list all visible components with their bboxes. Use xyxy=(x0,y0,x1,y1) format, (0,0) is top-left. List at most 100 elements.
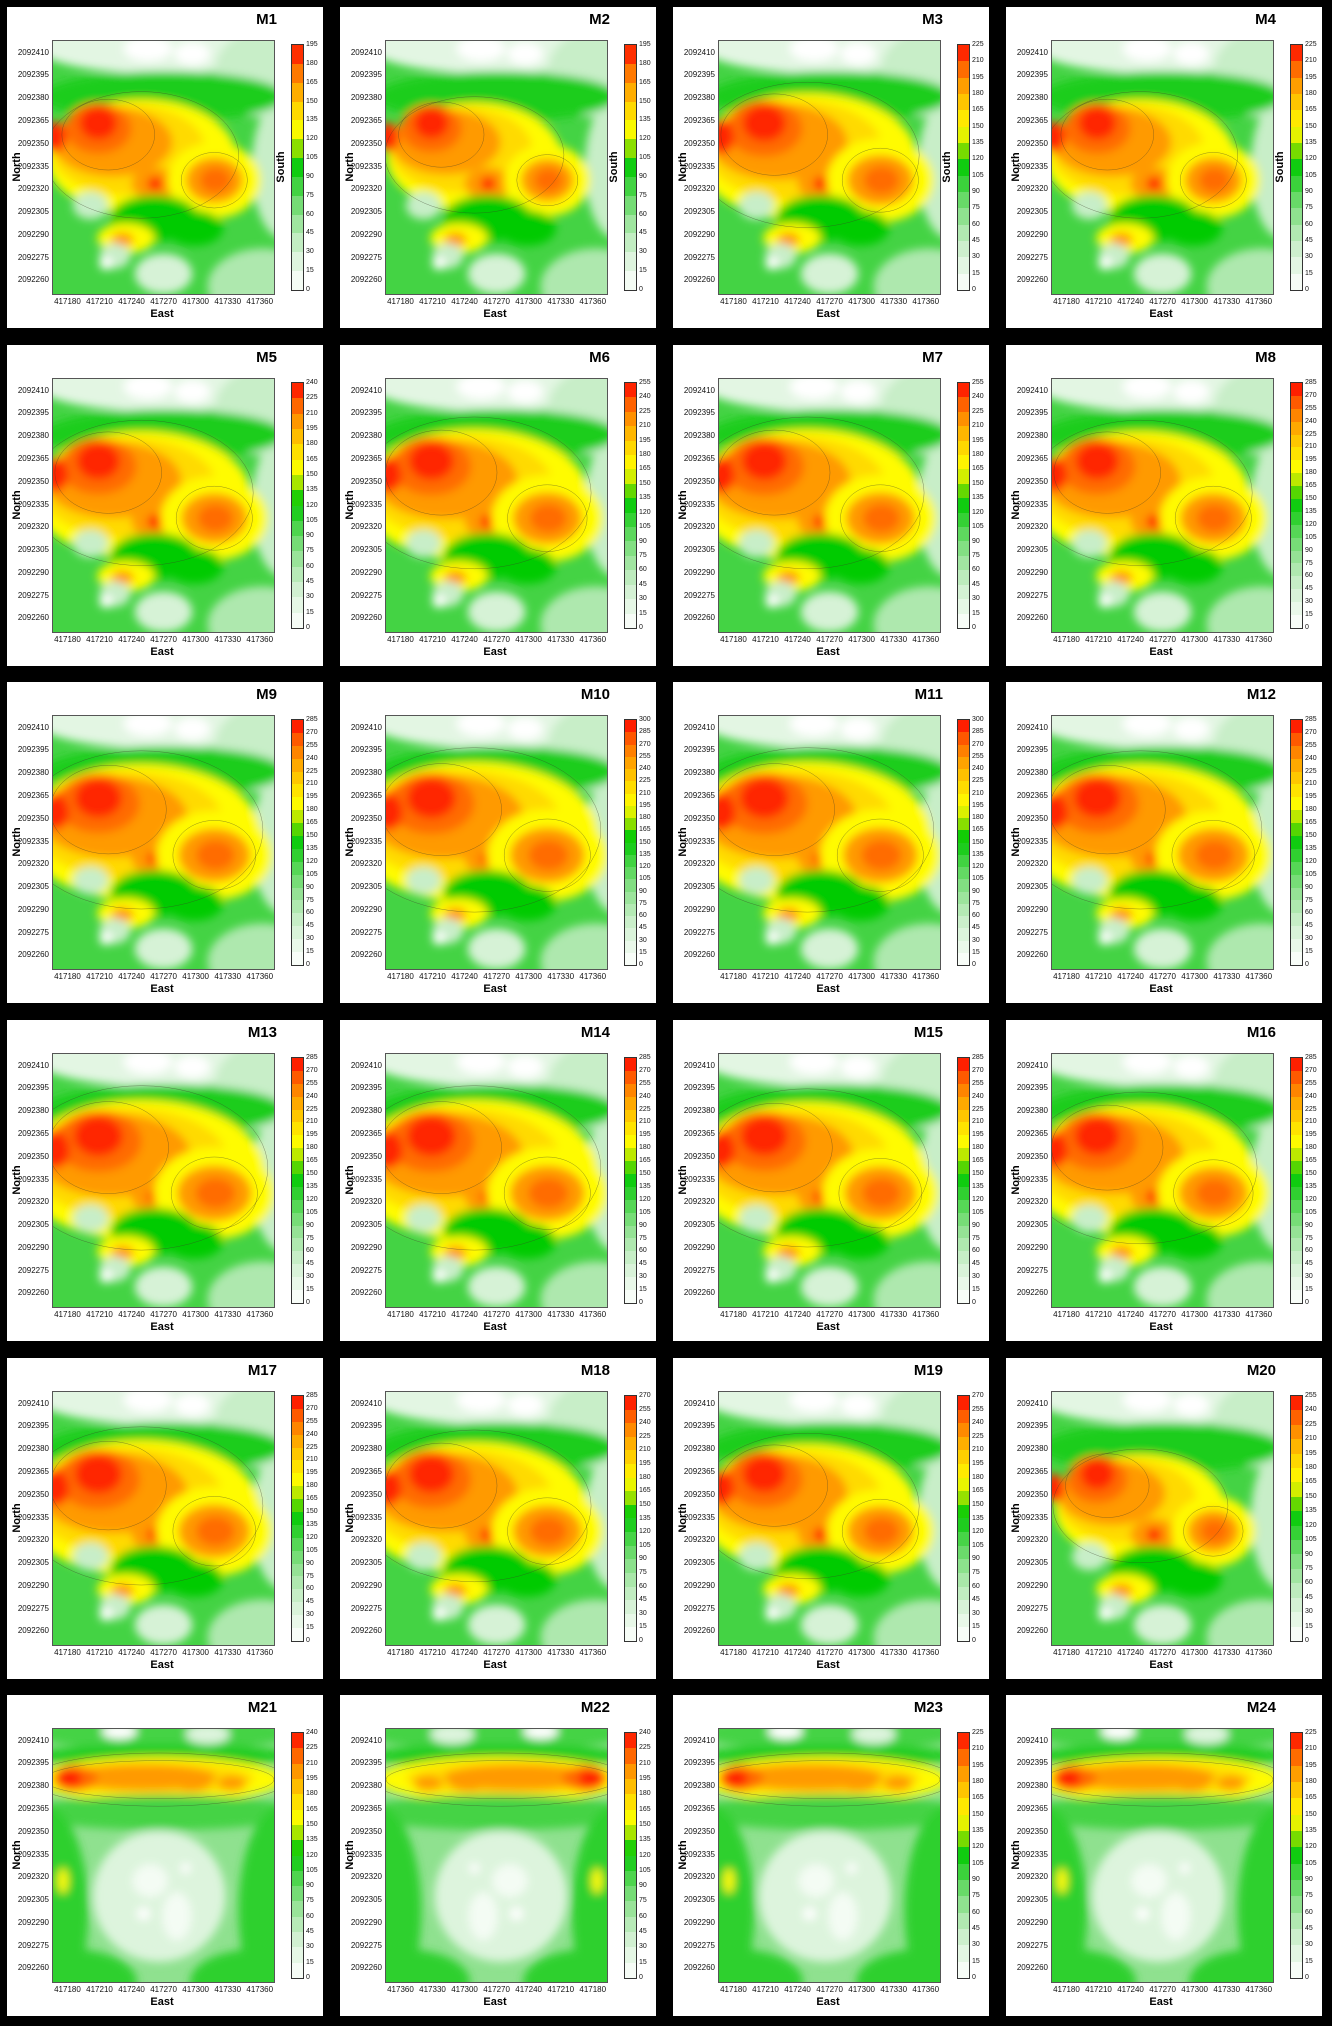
contour-line xyxy=(841,1498,919,1564)
colorbar-segment xyxy=(625,1238,636,1252)
colorbar-segment xyxy=(292,1537,303,1551)
plot-area xyxy=(385,1053,608,1308)
colorbar-segment xyxy=(292,823,303,837)
colorbar-segment xyxy=(1291,1912,1302,1929)
y-tick-label: 2092335 xyxy=(17,1512,49,1522)
x-tick-label: 417360 xyxy=(579,972,607,981)
colorbar-segment xyxy=(292,1070,303,1084)
colorbar-tick-label: 45 xyxy=(972,580,980,588)
colorbar-segment xyxy=(1291,1199,1302,1213)
colorbar-tick-label: 225 xyxy=(306,1744,318,1752)
y-tick-label: 2092350 xyxy=(683,1489,715,1499)
colorbar-tick-label: 180 xyxy=(306,440,318,448)
colorbar-tick-label: 180 xyxy=(306,59,318,67)
y-tick-label: 2092380 xyxy=(17,1106,49,1116)
y-tick-label: 2092335 xyxy=(1016,1512,1048,1522)
colorbar xyxy=(291,1395,304,1642)
y-tick-label: 2092395 xyxy=(683,408,715,418)
y-tick-label: 2092305 xyxy=(683,1895,715,1905)
colorbar-segment xyxy=(958,732,969,745)
y-tick-label: 2092335 xyxy=(350,1174,382,1184)
x-tick-label: 417300 xyxy=(848,1985,875,1994)
colorbar-tick-label: 240 xyxy=(972,1092,984,1100)
colorbar-segment xyxy=(958,555,969,571)
colorbar-segment xyxy=(625,1901,636,1917)
y-tick-label: 2092290 xyxy=(683,229,715,239)
y-tick-label: 2092290 xyxy=(350,904,382,914)
colorbar-tick-label: 255 xyxy=(306,741,318,749)
colorbar-segment xyxy=(292,1161,303,1175)
y-tick-label: 2092305 xyxy=(17,207,49,217)
colorbar-segment xyxy=(292,810,303,824)
colorbar-tick-label: 210 xyxy=(1305,57,1317,65)
plot-area xyxy=(52,715,275,970)
colorbar-tick-label: 105 xyxy=(1305,1208,1317,1216)
y-tick-label: 2092350 xyxy=(350,1826,382,1836)
colorbar-segment xyxy=(958,483,969,499)
colorbar-tick-label: 210 xyxy=(1305,443,1317,451)
colorbar-tick-label: 15 xyxy=(306,1624,314,1632)
colorbar-segment xyxy=(958,1765,969,1782)
colorbar-tick-label: 210 xyxy=(1305,1118,1317,1126)
x-tick-label: 417360 xyxy=(1245,1310,1273,1319)
colorbar-segment xyxy=(1291,1410,1302,1425)
colorbar-segment xyxy=(958,1186,969,1200)
x-tick-label: 417210 xyxy=(86,1648,113,1657)
y-tick-label: 2092410 xyxy=(17,47,49,57)
contour-panel: M6 North East 2092410 2092395 2092380 20923… xyxy=(340,345,656,666)
y-tick-label: 2092320 xyxy=(683,1197,715,1207)
panel-title: M11 xyxy=(914,686,943,703)
y-tick-label: 2092395 xyxy=(1016,408,1048,418)
colorbar-tick-label: 150 xyxy=(972,479,984,487)
colorbar-segment xyxy=(625,101,636,121)
colorbar-segment xyxy=(958,1161,969,1175)
contour-line xyxy=(503,1156,591,1230)
x-tick-label: 417270 xyxy=(816,1648,843,1657)
y-tick-label: 2092395 xyxy=(1016,1083,1048,1093)
x-tick-label: 417210 xyxy=(752,1985,779,1994)
colorbar-tick-label: 105 xyxy=(639,1208,651,1216)
colorbar-tick-label: 120 xyxy=(972,1528,984,1536)
colorbar-tick-label: 210 xyxy=(306,780,318,788)
x-tick-label: 417210 xyxy=(1085,1648,1112,1657)
y-tick-label: 2092320 xyxy=(1016,1535,1048,1545)
colorbar-segment xyxy=(292,1550,303,1564)
x-tick-label: 417360 xyxy=(1245,297,1273,306)
y-tick-label: 2092275 xyxy=(17,927,49,937)
colorbar-tick-label: 90 xyxy=(1305,546,1313,554)
colorbar-segment xyxy=(292,490,303,506)
colorbar-tick-label: 45 xyxy=(639,229,647,237)
colorbar-tick-label: 75 xyxy=(972,204,980,212)
colorbar-tick-label: 90 xyxy=(306,1559,314,1567)
colorbar-segment xyxy=(625,1947,636,1963)
colorbar-tick-label: 45 xyxy=(1305,1593,1313,1601)
colorbar-segment xyxy=(292,597,303,613)
colorbar-tick-label: 120 xyxy=(1305,1521,1317,1529)
colorbar xyxy=(291,1057,304,1304)
colorbar-tick-label: 270 xyxy=(1305,728,1317,736)
x-tick-label: 417330 xyxy=(547,635,575,644)
colorbar-tick-label: 195 xyxy=(1305,456,1317,464)
colorbar-segment xyxy=(625,1477,636,1492)
y-tick-label: 2092260 xyxy=(683,275,715,285)
colorbar-segment xyxy=(1291,1290,1302,1303)
y-tick-label: 2092350 xyxy=(350,813,382,823)
colorbar-tick-label: 195 xyxy=(306,793,318,801)
colorbar-segment xyxy=(1291,732,1302,746)
colorbar-tick-label: 195 xyxy=(639,436,651,444)
colorbar-tick-label: 210 xyxy=(972,57,984,65)
y-tick-label: 2092410 xyxy=(1016,1398,1048,1408)
y-tick-label: 2092380 xyxy=(683,1781,715,1791)
y-tick-label: 2092305 xyxy=(17,1220,49,1230)
colorbar-segment xyxy=(625,1491,636,1505)
colorbar-tick-label: 165 xyxy=(1305,482,1317,490)
colorbar-segment xyxy=(1291,823,1302,837)
colorbar-tick-label: 135 xyxy=(972,139,984,146)
y-tick-label: 2092290 xyxy=(683,567,715,577)
plot-area xyxy=(385,40,608,295)
x-tick-label: 417180 xyxy=(720,972,747,981)
contour-map xyxy=(719,1392,940,1645)
colorbar-tick-label: 165 xyxy=(306,455,318,463)
colorbar-tick-label: 0 xyxy=(972,1299,976,1306)
colorbar-tick-label: 60 xyxy=(1305,1579,1313,1587)
